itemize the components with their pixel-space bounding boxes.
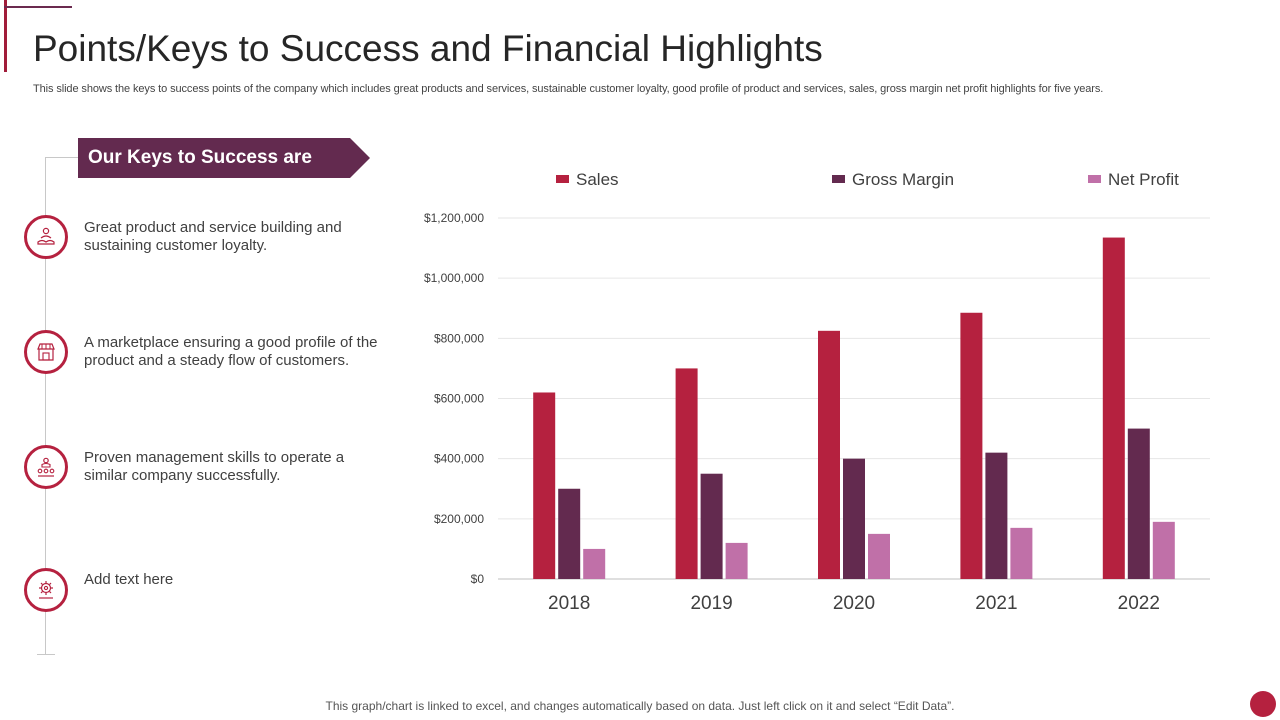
key-text: Add text here [84,571,174,588]
page-subtitle: This slide shows the keys to success poi… [33,83,1104,95]
banner-shape [78,138,370,178]
key-icon-circle [24,568,68,612]
bar-net-profit [868,533,890,579]
y-tick-label: $600,000 [434,392,484,406]
y-tick-label: $400,000 [434,452,484,466]
financial-bar-chart: $0 $200,000 $400,000 $600,000 $800,000 $1,000… [424,170,1210,614]
timeline-cap-bottom [37,654,55,655]
page-title: Points/Keys to Success and Financial Hig… [33,28,823,69]
bar-net-profit [583,548,606,579]
footer-note: This graph/chart is linked to excel, and… [325,699,955,713]
key-item: Great product and service building and s… [24,215,384,261]
key-icon-circle [24,330,68,374]
bar-gross-margin [985,452,1008,579]
bar-sales [818,330,840,579]
management-icon [37,457,55,477]
footer-accent-dot [1250,691,1276,717]
bar-sales [675,368,698,579]
y-tick-label: $0 [471,572,485,586]
x-tick-label: 2020 [833,593,875,614]
y-tick-label: $800,000 [434,331,484,345]
bar-gross-margin [843,458,865,579]
keys-heading: Our Keys to Success are [88,147,312,168]
x-tick-label: 2018 [548,593,590,614]
corner-accent-horizontal [4,6,72,8]
bar-net-profit [725,542,748,579]
bar-sales [1102,237,1125,579]
key-item: A marketplace ensuring a good profile of… [24,330,384,376]
timeline-line [45,158,46,654]
gear-icon [39,581,53,599]
y-tick-label: $1,000,000 [424,271,484,285]
key-item: Proven management skills to operate a si… [24,445,384,491]
bar-gross-margin [1127,428,1150,579]
bar-sales [960,312,983,579]
x-tick-label: 2021 [975,593,1017,614]
x-tick-label: 2022 [1118,593,1160,614]
key-text: Great product and service building and s… [84,219,342,254]
bar-gross-margin [558,488,581,579]
key-text: A marketplace ensuring a good profile of… [84,334,378,369]
legend-label: Net Profit [1108,170,1179,189]
key-item: Add text here [24,568,384,614]
marketplace-icon [37,343,55,361]
legend-swatch [1088,175,1101,183]
key-icon-circle [24,445,68,489]
y-tick-label: $200,000 [434,512,484,526]
key-text: Proven management skills to operate a si… [84,449,345,484]
keys-heading-banner: Our Keys to Success are [78,138,370,178]
bar-net-profit [1152,521,1175,579]
bar-sales [533,392,556,579]
legend-label: Sales [576,170,619,189]
legend-label: Gross Margin [852,170,954,189]
x-tick-label: 2019 [690,593,732,614]
legend-swatch [832,175,845,183]
key-icon-circle [24,215,68,259]
legend-swatch [556,175,569,183]
customer-loyalty-icon [37,227,55,245]
timeline-cap-top [45,157,78,158]
bar-net-profit [1010,527,1033,579]
y-tick-label: $1,200,000 [424,211,484,225]
bar-gross-margin [700,473,723,579]
corner-accent-vertical [4,0,7,72]
